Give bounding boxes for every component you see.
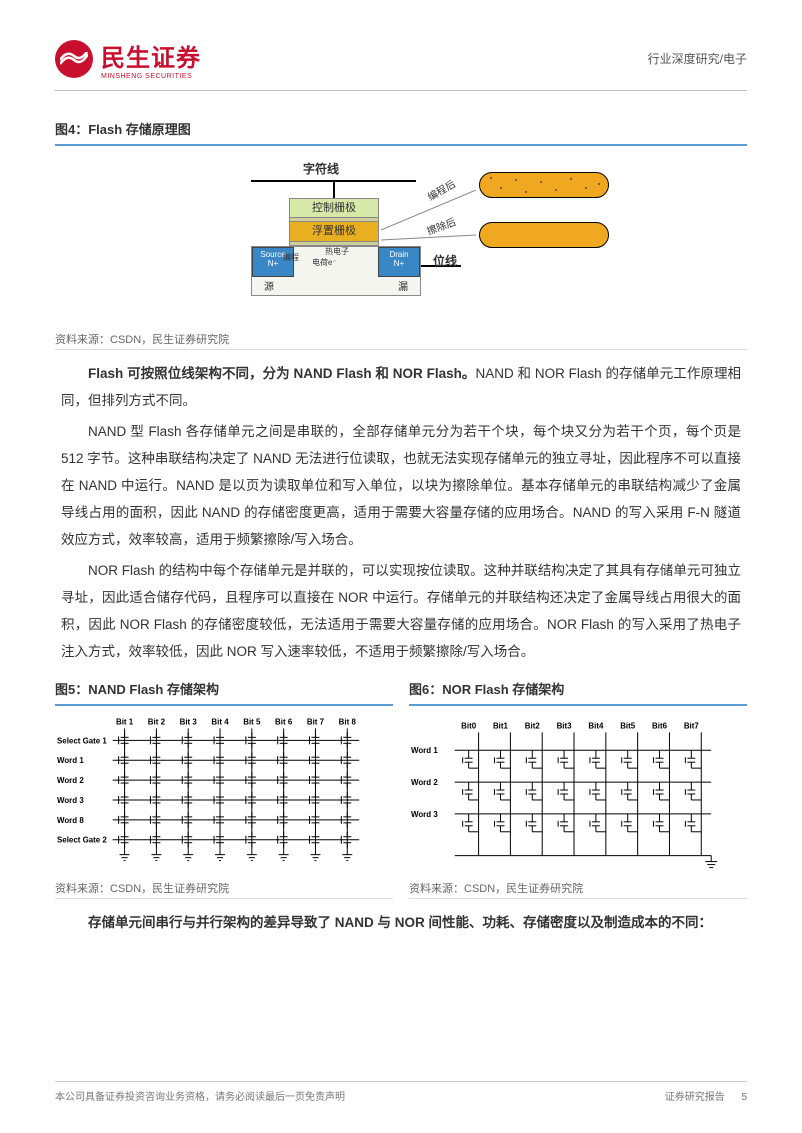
page-number: 5 <box>741 1092 747 1103</box>
svg-text:Bit 5: Bit 5 <box>243 717 261 726</box>
breadcrumb: 行业深度研究/电子 <box>648 38 747 67</box>
para2: NAND 型 Flash 各存储单元之间是串联的，全部存储单元分为若干个块，每个… <box>61 418 741 553</box>
svg-text:Word 2: Word 2 <box>411 778 438 787</box>
fig6-title: 图6：NOR Flash 存储架构 <box>409 675 747 704</box>
logo-cn: 民生证券 <box>101 38 201 73</box>
svg-text:Bit 1: Bit 1 <box>116 717 134 726</box>
svg-text:Bit 4: Bit 4 <box>211 717 229 726</box>
svg-text:Bit3: Bit3 <box>557 721 573 730</box>
svg-text:Bit 3: Bit 3 <box>180 717 198 726</box>
footer-right: 证券研究报告 <box>665 1092 725 1103</box>
para4-lead: 存储单元间串行与并行架构的差异导致了 NAND 与 NOR 间性能、功耗、存储密… <box>88 915 712 930</box>
svg-text:Word 3: Word 3 <box>411 810 438 819</box>
para1-lead: Flash 可按照位线架构不同，分为 NAND Flash 和 NOR Flas… <box>88 366 475 381</box>
wordline-label: 字符线 <box>303 160 339 177</box>
svg-text:Bit 7: Bit 7 <box>307 717 325 726</box>
electron-label: 电荷e⁻ <box>312 257 337 268</box>
para3: NOR Flash 的结构中每个存储单元是并联的，可以实现按位读取。这种并联结构… <box>61 557 741 665</box>
svg-text:Bit5: Bit5 <box>620 721 636 730</box>
svg-text:Bit 2: Bit 2 <box>148 717 166 726</box>
logo-en: MINSHENG SECURITIES <box>101 73 201 80</box>
fig4-title: 图4：Flash 存储原理图 <box>55 115 747 144</box>
logo-icon <box>55 40 93 78</box>
svg-text:Bit4: Bit4 <box>588 721 604 730</box>
body-text-2: 存储单元间串行与并行架构的差异导致了 NAND 与 NOR 间性能、功耗、存储密… <box>55 899 747 936</box>
gate-stack: 控制栅极 浮置栅极 <box>289 198 379 246</box>
svg-text:Word 1: Word 1 <box>411 746 438 755</box>
drain-label: 漏 <box>398 278 408 293</box>
erased-rod <box>479 222 609 248</box>
fig4-body: 字符线 控制栅极 浮置栅极 Source N+ Drain N+ <box>55 154 747 325</box>
svg-text:Bit1: Bit1 <box>493 721 509 730</box>
logo: 民生证券 MINSHENG SECURITIES <box>55 38 201 80</box>
svg-text:Bit0: Bit0 <box>461 721 477 730</box>
svg-text:Bit7: Bit7 <box>684 721 700 730</box>
body-text: Flash 可按照位线架构不同，分为 NAND Flash 和 NOR Flas… <box>55 350 747 665</box>
floating-gate: 浮置栅极 <box>289 222 379 242</box>
svg-text:Word 3: Word 3 <box>57 796 84 805</box>
svg-text:Bit2: Bit2 <box>525 721 541 730</box>
svg-text:Select Gate 1: Select Gate 1 <box>57 736 107 745</box>
source-label: 源 <box>264 278 274 293</box>
control-gate: 控制栅极 <box>289 198 379 218</box>
svg-text:Bit 8: Bit 8 <box>339 717 357 726</box>
page-footer: 本公司具备证券投资咨询业务资格，请务必阅读最后一页免责声明 证券研究报告 5 <box>55 1081 747 1103</box>
svg-text:Word 8: Word 8 <box>57 816 84 825</box>
accent-line <box>55 144 747 146</box>
fig6-body: Bit0 Bit1 Bit2 Bit3 Bit4 Bit5 Bit6 Bit7 Word 1 Wo… <box>409 714 747 874</box>
svg-text:Bit 6: Bit 6 <box>275 717 293 726</box>
svg-text:Word 1: Word 1 <box>57 756 84 765</box>
programmed-rod <box>479 172 609 198</box>
fig5-body: Bit 1 Bit 2 Bit 3 Bit 4 Bit 5 Bit 6 Bit 7 Bit 8… <box>55 714 393 874</box>
fig5-caption: 资料来源：CSDN，民生证券研究院 <box>55 874 393 899</box>
fig4-caption: 资料来源：CSDN，民生证券研究院 <box>55 325 747 350</box>
fig6-caption: 资料来源：CSDN，民生证券研究院 <box>409 874 747 899</box>
fig5-title: 图5：NAND Flash 存储架构 <box>55 675 393 704</box>
svg-text:Word 2: Word 2 <box>57 776 84 785</box>
page-header: 民生证券 MINSHENG SECURITIES 行业深度研究/电子 <box>55 38 747 91</box>
footer-left: 本公司具备证券投资咨询业务资格，请务必阅读最后一页免责声明 <box>55 1088 345 1103</box>
svg-text:Bit6: Bit6 <box>652 721 668 730</box>
svg-text:Select Gate 2: Select Gate 2 <box>57 836 107 845</box>
